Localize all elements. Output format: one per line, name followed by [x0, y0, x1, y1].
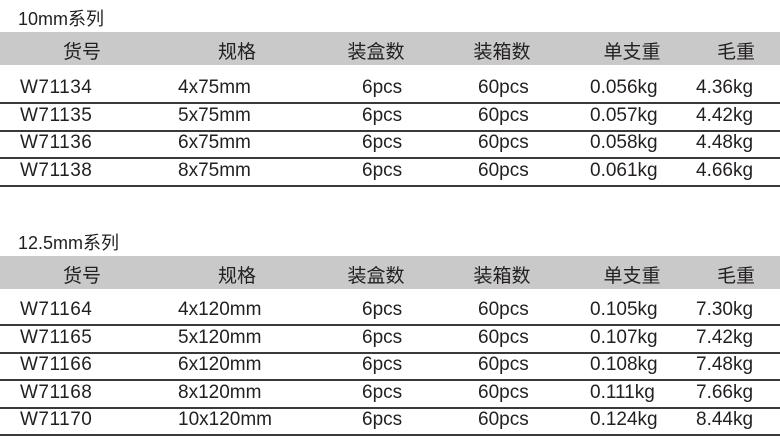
table-cell: 7.48kg	[696, 354, 754, 376]
table-cell: 6pcs	[362, 409, 403, 431]
table-cell: W71168	[20, 381, 93, 403]
column-header: 单支重	[603, 266, 661, 287]
table-cell: 0.108kg	[590, 354, 658, 376]
table-cell: 8.44kg	[696, 409, 754, 431]
table-cell: 4.48kg	[696, 132, 754, 154]
table-cell: 6pcs	[362, 77, 403, 98]
table-cell: 7.30kg	[696, 299, 754, 320]
table-cell: 7.42kg	[696, 326, 754, 348]
table-row: W71165 5x120mm 6pcs 60pcs 0.107kg 7.42kg	[0, 325, 780, 354]
table-cell: W71135	[20, 104, 93, 126]
table-row: W71136 6x75mm 6pcs 60pcs 0.058kg 4.48kg	[0, 130, 780, 160]
table-cell: 60pcs	[478, 77, 529, 98]
table-cell: 5x75mm	[178, 104, 251, 126]
table-cell: W71165	[20, 326, 93, 348]
table-row: W71138 8x75mm 6pcs 60pcs 0.061kg 4.66kg	[0, 158, 780, 187]
table-header: 货号 规格 装盒数 装箱数 单支重 毛重	[0, 256, 780, 289]
table-cell: W71134	[20, 77, 93, 98]
column-header: 规格	[217, 266, 257, 287]
table-cell: W71138	[20, 159, 93, 181]
column-header: 装箱数	[473, 266, 531, 287]
table-cell: W71136	[20, 132, 93, 154]
column-header: 毛重	[716, 266, 756, 287]
column-header: 毛重	[716, 42, 756, 63]
table-row: W71135 5x75mm 6pcs 60pcs 0.057kg 4.42kg	[0, 103, 780, 132]
table-cell: W71164	[20, 299, 93, 320]
table-cell: W71170	[20, 409, 93, 431]
table-cell: 0.105kg	[590, 299, 658, 320]
table-cell: 6pcs	[362, 132, 403, 154]
table-cell: 8x120mm	[178, 381, 262, 403]
table-cell: 7.66kg	[696, 381, 754, 403]
table-row: W71170 10x120mm 6pcs 60pcs 0.124kg 8.44kg	[0, 407, 780, 437]
table-row: W71168 8x120mm 6pcs 60pcs 0.111kg 7.66kg	[0, 380, 780, 409]
table-cell: 6x75mm	[178, 132, 251, 154]
series-title: 12.5mm系列	[18, 233, 120, 253]
table-cell: 6pcs	[362, 326, 403, 348]
column-header: 货号	[62, 266, 102, 287]
table-cell: 8x75mm	[178, 159, 251, 181]
table-cell: 60pcs	[478, 409, 529, 431]
table-cell: 0.124kg	[590, 409, 658, 431]
table-cell: 6x120mm	[178, 354, 262, 376]
table-cell: 4.36kg	[696, 77, 754, 98]
table-cell: 6pcs	[362, 159, 403, 181]
table-cell: 0.107kg	[590, 326, 658, 348]
table-cell: 6pcs	[362, 299, 403, 320]
table-cell: 0.111kg	[590, 381, 655, 403]
table-header: 货号 规格 装盒数 装箱数 单支重 毛重	[0, 32, 780, 65]
column-header: 装盒数	[347, 266, 405, 287]
table-cell: 60pcs	[478, 159, 529, 181]
table-row: W71164 4x120mm 6pcs 60pcs 0.105kg 7.30kg	[0, 297, 780, 326]
table-cell: W71166	[20, 354, 93, 376]
table-cell: 6pcs	[362, 104, 403, 126]
table-cell: 5x120mm	[178, 326, 262, 348]
table-cell: 4.42kg	[696, 104, 754, 126]
column-header: 单支重	[603, 42, 661, 63]
column-header: 装盒数	[347, 42, 405, 63]
table-cell: 4x120mm	[178, 299, 262, 320]
table-cell: 0.061kg	[590, 159, 658, 181]
column-header: 货号	[62, 42, 102, 63]
table-cell: 60pcs	[478, 132, 529, 154]
column-header: 规格	[217, 42, 257, 63]
table-cell: 60pcs	[478, 354, 529, 376]
table-row: W71134 4x75mm 6pcs 60pcs 0.056kg 4.36kg	[0, 75, 780, 104]
series-title: 10mm系列	[18, 9, 105, 29]
table-cell: 4.66kg	[696, 159, 754, 181]
table-cell: 6pcs	[362, 354, 403, 376]
table-row: W71166 6x120mm 6pcs 60pcs 0.108kg 7.48kg	[0, 352, 780, 382]
table-cell: 4x75mm	[178, 77, 251, 98]
table-cell: 0.058kg	[590, 132, 658, 154]
table-cell: 60pcs	[478, 326, 529, 348]
table-cell: 0.056kg	[590, 77, 658, 98]
table-cell: 6pcs	[362, 381, 403, 403]
table-cell: 0.057kg	[590, 104, 658, 126]
table-cell: 60pcs	[478, 299, 529, 320]
table-cell: 10x120mm	[178, 409, 272, 431]
table-cell: 60pcs	[478, 381, 529, 403]
column-header: 装箱数	[473, 42, 531, 63]
table-cell: 60pcs	[478, 104, 529, 126]
